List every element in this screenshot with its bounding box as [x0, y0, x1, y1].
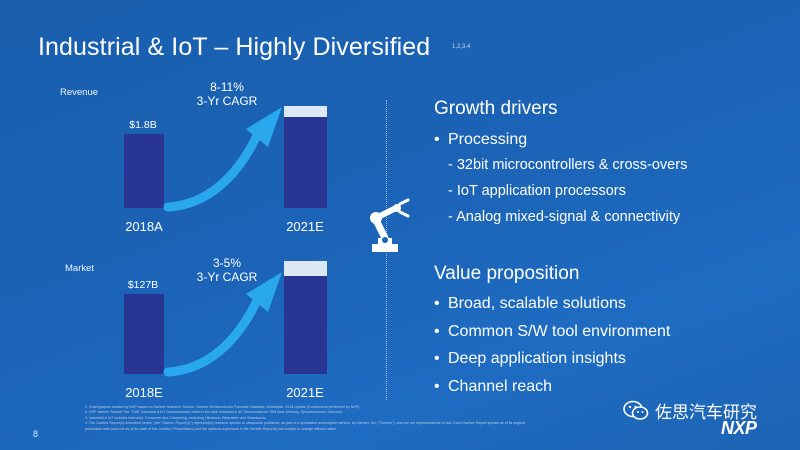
growth-sub-item-label: 32bit microcontrollers & cross-overs: [457, 157, 687, 173]
wechat-icon: [623, 400, 649, 422]
market-label: Market: [65, 263, 94, 274]
value-proposition-heading: Value proposition: [434, 263, 579, 285]
title-footnote-refs: 1,2,3,4: [452, 44, 470, 50]
revenue-x-2018: 2018A: [114, 219, 174, 234]
growth-sub-item: - IoT application processors: [448, 183, 626, 199]
value-item-label: Deep application insights: [448, 350, 626, 367]
footnotes: 1. Chart/graphic created by NXP based on…: [85, 405, 705, 432]
revenue-bar-2018: [124, 134, 164, 208]
dash-marker: -: [448, 183, 457, 199]
revenue-x-2021: 2021E: [275, 219, 335, 234]
robot-arm-icon: [364, 196, 412, 254]
revenue-bar-2021-range: [284, 106, 327, 117]
revenue-label: Revenue: [60, 87, 98, 98]
page-number: 8: [33, 429, 38, 439]
growth-driver-processing: • Processing: [434, 131, 527, 149]
market-growth-arrow-icon: [160, 262, 290, 382]
value-item-label: Channel reach: [448, 378, 552, 395]
growth-sub-item: - Analog mixed-signal & connectivity: [448, 209, 680, 225]
value-item-label: Broad, scalable solutions: [448, 295, 626, 312]
market-bar-2018: [124, 294, 164, 374]
market-x-2021: 2021E: [275, 385, 335, 400]
growth-drivers-heading: Growth drivers: [434, 98, 558, 120]
revenue-bar-2021: [284, 116, 327, 208]
value-item-label: Common S/W tool environment: [448, 323, 670, 340]
market-bar-2021-range: [284, 261, 327, 276]
value-item: • Common S/W tool environment: [434, 323, 670, 341]
growth-sub-item-label: IoT application processors: [457, 183, 626, 199]
bullet-dot: •: [434, 323, 448, 341]
growth-sub-item: - 32bit microcontrollers & cross-overs: [448, 157, 687, 173]
bullet-dot: •: [434, 378, 448, 396]
value-item: • Deep application insights: [434, 350, 626, 368]
growth-sub-item-label: Analog mixed-signal & connectivity: [456, 209, 680, 225]
dash-marker: -: [448, 157, 457, 173]
revenue-cagr-value: 8-11%: [182, 80, 272, 94]
bullet-dot: •: [434, 295, 448, 313]
market-x-2018: 2018E: [114, 385, 174, 400]
footnote-line: publication date (and not as of the date…: [85, 427, 705, 432]
growth-driver-processing-label: Processing: [448, 131, 527, 148]
dash-marker: -: [448, 209, 456, 225]
value-item: • Channel reach: [434, 378, 552, 396]
market-bar-2021: [284, 276, 327, 374]
nxp-logo: NXP: [721, 418, 757, 439]
value-item: • Broad, scalable solutions: [434, 295, 626, 313]
bullet-dot: •: [434, 131, 448, 149]
revenue-growth-arrow-icon: [160, 95, 290, 215]
bullet-dot: •: [434, 350, 448, 368]
slide-title: Industrial & IoT – Highly Diversified: [38, 33, 430, 62]
